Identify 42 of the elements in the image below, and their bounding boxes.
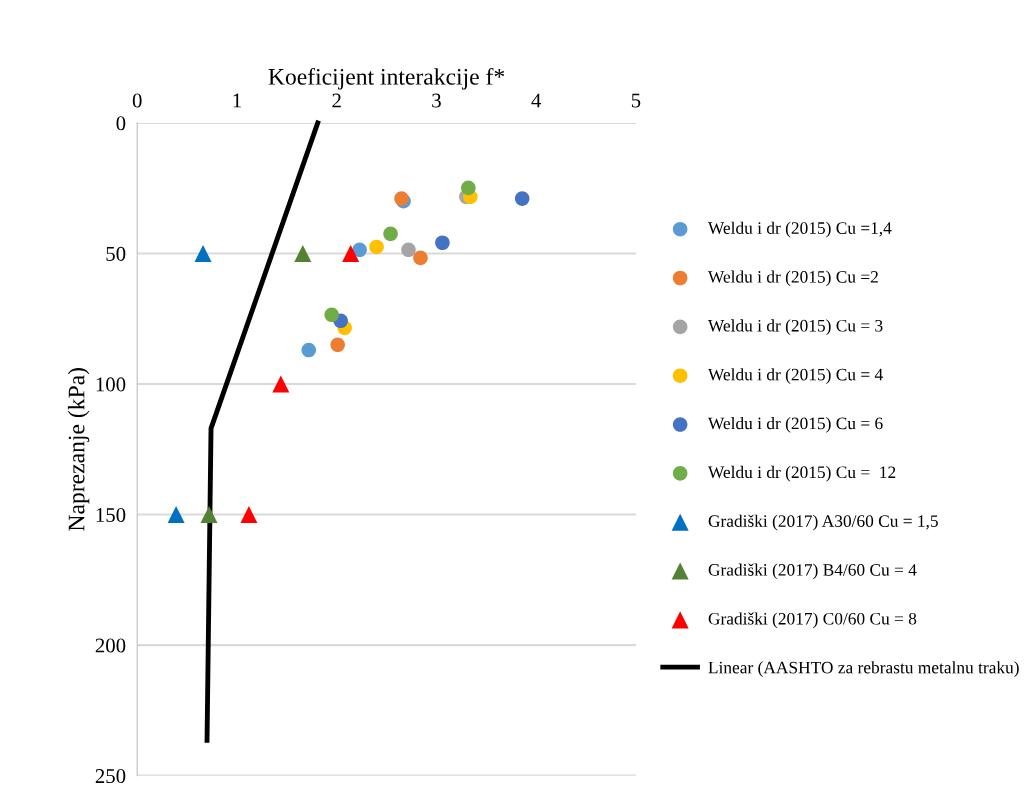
point (401, 242, 416, 258)
x-axis-title: Koeficijent interakcije f* (268, 67, 505, 90)
y-tick-label: 250 (95, 769, 126, 784)
x-tick-label: 0 (132, 93, 142, 108)
legend-label: Weldu i dr (2015) Cu =2 (707, 270, 878, 287)
point (324, 307, 339, 323)
point (200, 506, 218, 524)
point (413, 250, 428, 266)
legend-label: Linear (AASHTO za rebrastu metalnu traku) (708, 661, 1019, 677)
legend-label: Gradiški (2017) C0/60 Cu = 8 (708, 612, 917, 629)
point (194, 244, 212, 262)
legend-label: Weldu i dr (2015) Cu =1,4 (707, 221, 892, 238)
y-tick-label: 200 (95, 638, 126, 653)
point (383, 226, 398, 242)
y-tick-label: 100 (96, 377, 126, 392)
legend-label: Weldu i dr (2015) Cu = 6 (707, 417, 883, 433)
legend-label: Gradiški (2017) B4/60 Cu = 4 (708, 563, 917, 580)
point (352, 242, 367, 258)
point (435, 235, 450, 251)
point (272, 375, 290, 393)
point (342, 244, 360, 262)
point (369, 239, 384, 255)
y-axis-title: Naprezanje (kPa) (67, 368, 90, 531)
legend-label: Weldu i dr (2015) Cu = 3 (707, 319, 883, 336)
x-tick-label: 1 (233, 93, 241, 108)
legend-label: Weldu i dr (2015) Cu = 12 (707, 465, 896, 482)
point (167, 506, 185, 524)
legend-label: Gradiški (2017) A30/60 Cu = 1,5 (708, 514, 938, 531)
y-tick-label: 0 (116, 116, 126, 131)
x-tick-label: 3 (432, 93, 441, 108)
point (514, 191, 530, 206)
y-tick-label: 150 (96, 507, 126, 522)
point (294, 244, 312, 262)
point (330, 337, 345, 353)
point (461, 180, 476, 196)
point (301, 342, 317, 358)
y-tick-label: 50 (106, 246, 126, 261)
x-tick-label: 2 (332, 93, 341, 108)
legend-label: Weldu i dr (2015) Cu = 4 (707, 368, 883, 384)
point (240, 506, 258, 524)
x-tick-label: 4 (531, 93, 542, 108)
x-tick-label: 5 (631, 93, 641, 108)
